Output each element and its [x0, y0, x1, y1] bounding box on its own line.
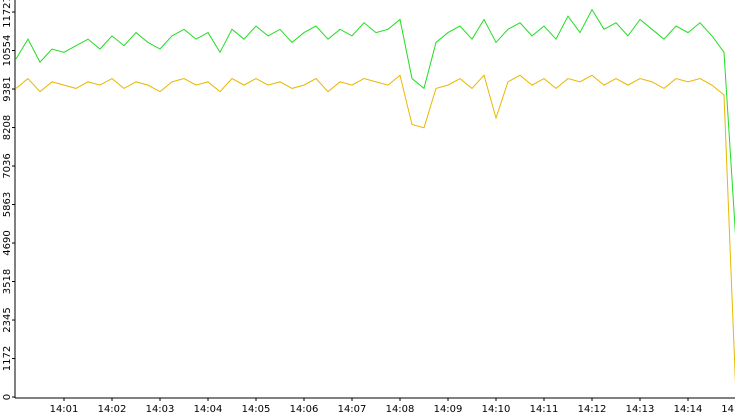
- y-tick-label: 7036: [2, 153, 13, 178]
- y-tick-label: 8208: [2, 115, 13, 140]
- x-tick-label: 14:09: [434, 404, 463, 415]
- x-tick-label: 14:13: [626, 404, 655, 415]
- x-tick-label: 14:04: [194, 404, 223, 415]
- x-tick-label: 14:03: [146, 404, 175, 415]
- y-tick-label: 9381: [2, 76, 13, 101]
- y-tick-label: 4690: [2, 230, 13, 255]
- x-tick-label: 14:12: [578, 404, 607, 415]
- x-tick-label: 14:06: [290, 404, 319, 415]
- x-tick-label: 14:05: [242, 404, 271, 415]
- x-tick-label: 14:11: [530, 404, 559, 415]
- x-tick-label: 14:01: [50, 404, 79, 415]
- y-tick-label: 1172: [2, 346, 13, 371]
- x-tick-label: 14:08: [386, 404, 415, 415]
- y-tick-label: 2345: [2, 307, 13, 332]
- x-tick-label: 14: [721, 404, 734, 415]
- y-tick-label: 11727: [2, 0, 13, 28]
- x-tick-label: 14:07: [338, 404, 367, 415]
- x-tick-label: 14:02: [98, 404, 127, 415]
- y-tick-label: 10554: [2, 35, 13, 67]
- series-line: [15, 74, 735, 385]
- series-line: [15, 8, 735, 235]
- y-tick-label: 3518: [2, 269, 13, 294]
- y-tick-label: 0: [2, 394, 13, 400]
- x-tick-label: 14:10: [482, 404, 511, 415]
- y-tick-label: 5863: [2, 192, 13, 217]
- x-tick-label: 14:14: [674, 404, 703, 415]
